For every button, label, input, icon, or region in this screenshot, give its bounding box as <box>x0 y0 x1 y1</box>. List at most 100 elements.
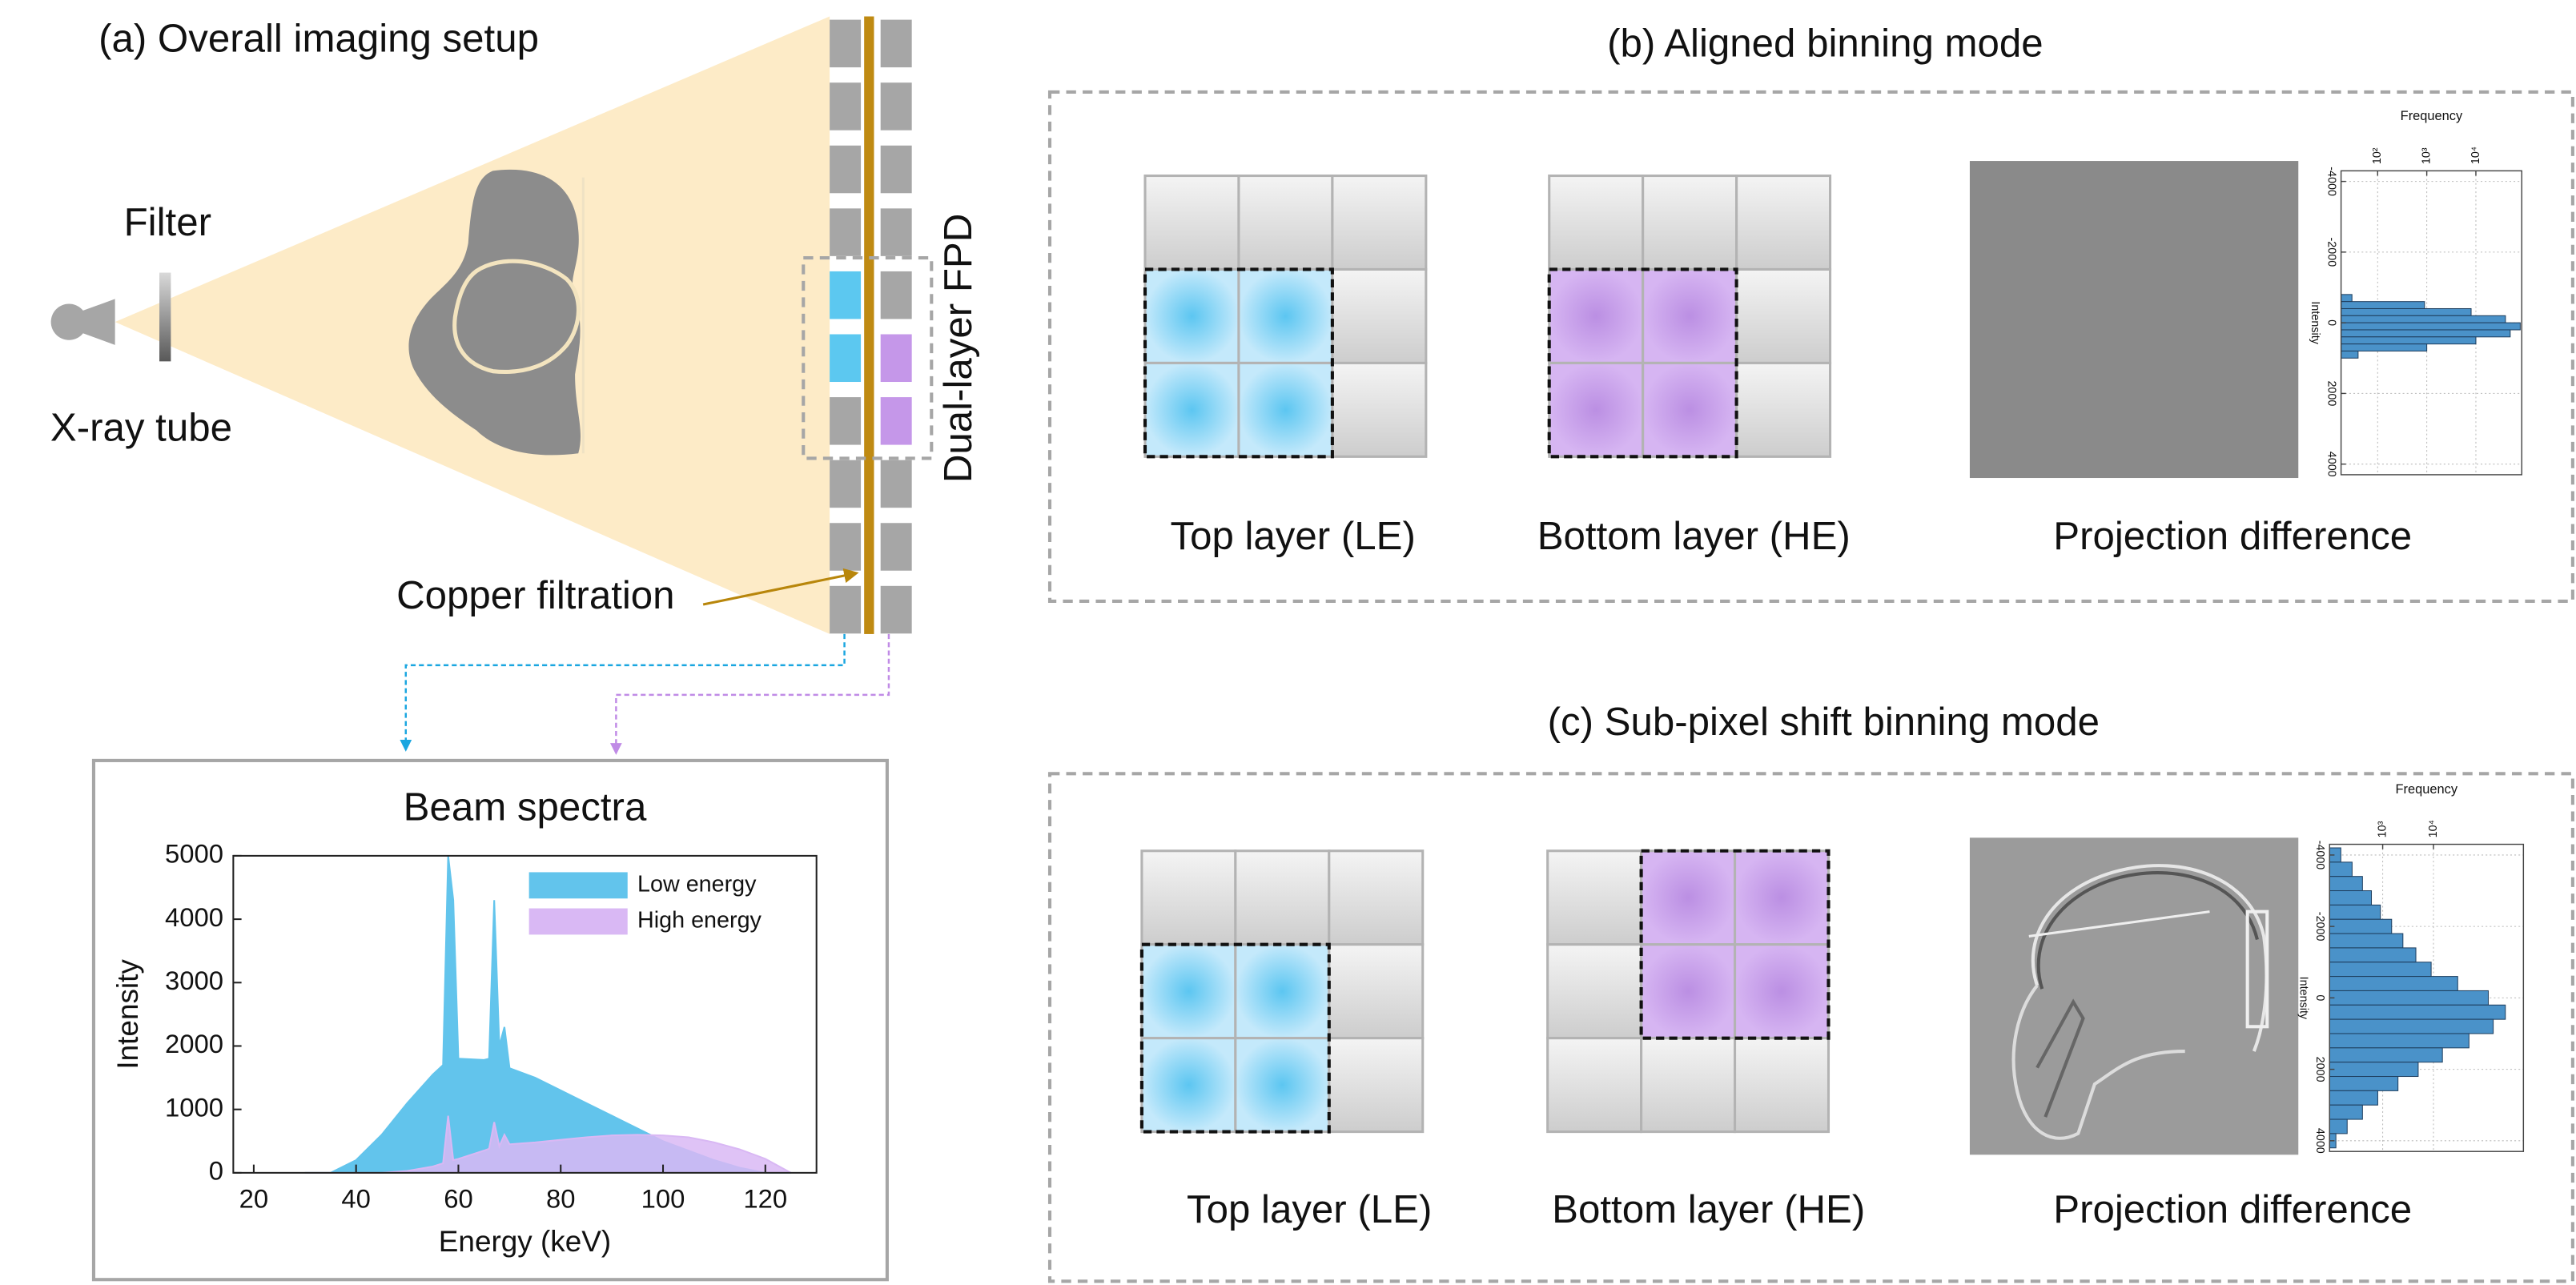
pixel <box>1234 943 1331 1040</box>
panel-title: (c) Sub-pixel shift binning mode <box>1548 700 2100 744</box>
histogram-bar <box>2329 918 2393 934</box>
pixel <box>1640 849 1737 946</box>
pixel <box>1734 943 1831 1040</box>
pixel <box>1640 943 1737 1040</box>
panel-c: (c) Sub-pixel shift binning mode Top lay… <box>1047 700 2574 1283</box>
binning-box <box>1547 267 1738 459</box>
pixel <box>1642 267 1738 364</box>
pixel <box>1546 943 1643 1040</box>
y-axis-label: Intensity <box>2309 301 2321 344</box>
histogram-bar <box>2329 990 2489 1006</box>
pixel <box>1548 361 1645 458</box>
histogram-bar <box>2329 1090 2378 1106</box>
x-tick-label: 10³ <box>2420 147 2433 164</box>
pixel <box>1331 361 1428 458</box>
y-tick-label: 4000 <box>2313 1128 2326 1154</box>
histogram-bar <box>2329 933 2404 949</box>
bottom-pixel <box>880 334 912 383</box>
x-tick-label: 20 <box>239 1183 269 1213</box>
bottom-pixel <box>880 145 912 194</box>
panel-frame <box>1047 772 2574 1283</box>
pixel <box>1140 1037 1237 1134</box>
top-pixel <box>830 271 862 319</box>
histogram-bar <box>2329 962 2432 978</box>
pixel <box>1143 174 1240 271</box>
histogram-bar <box>2341 294 2353 303</box>
low-energy-path <box>400 633 846 752</box>
histogram-bar <box>2329 890 2373 906</box>
panel-frame <box>1047 90 2574 603</box>
detector <box>830 19 912 634</box>
x-tick-label: 80 <box>546 1183 576 1213</box>
histogram-bar <box>2329 1076 2399 1091</box>
legend-swatch <box>528 908 628 935</box>
tube-label: X-ray tube <box>50 406 232 450</box>
binning-box <box>1639 849 1831 1040</box>
pixel <box>1328 849 1425 946</box>
pixel <box>1640 1037 1737 1134</box>
top-pixel <box>830 334 862 383</box>
copper-label: Copper filtration <box>396 573 674 617</box>
area-outline <box>304 1115 792 1174</box>
top-pixel <box>830 145 862 194</box>
x-tick-label: 10³ <box>2376 821 2389 837</box>
y-tick-label: -2000 <box>2325 238 2337 267</box>
x-tick-label: 60 <box>444 1183 473 1213</box>
filter-label: Filter <box>124 200 211 244</box>
legend-label: Low energy <box>637 871 757 897</box>
pixel <box>1328 1037 1425 1134</box>
pixel <box>1143 267 1240 364</box>
high-energy-path <box>609 633 890 755</box>
spectra-chart: Beam spectra 20 40 60 80 100 120 0 1000 2000 3000 4… <box>111 785 818 1258</box>
legend-swatch <box>528 872 628 899</box>
x-tick-label: 100 <box>641 1183 685 1213</box>
histogram-bar <box>2341 350 2359 359</box>
bottom-pixel <box>880 19 912 68</box>
pixel <box>1735 361 1832 458</box>
pixel-grid <box>1546 849 1831 1134</box>
histogram-bar <box>2341 315 2506 323</box>
x-tick-label: 120 <box>743 1183 787 1213</box>
x-tick-label: 10² <box>2371 147 2384 164</box>
bottom-pixel <box>880 397 912 445</box>
x-axis-label: Frequency <box>2401 109 2463 123</box>
detector-label: Dual-layer FPD <box>936 214 980 483</box>
skull-edges <box>2011 864 2269 1140</box>
x-tick-label: 10⁴ <box>2470 147 2482 164</box>
chart-title: Beam spectra <box>404 785 647 829</box>
histogram-bar <box>2329 1033 2470 1049</box>
binning-box <box>1139 942 1331 1134</box>
pixel <box>1234 1037 1331 1134</box>
pixel-grid <box>1143 174 1428 459</box>
histogram-bar <box>2341 307 2472 316</box>
top-pixel <box>830 397 862 445</box>
y-tick-label: 4000 <box>2325 452 2337 477</box>
bottom-pixel <box>880 271 912 319</box>
phantom-skull <box>452 259 581 374</box>
pixel <box>1735 174 1832 271</box>
histogram: 10² 10³ 10⁴ -4000 -2000 0 2000 4000 Frequency Int… <box>2309 109 2523 477</box>
copper-arrow <box>702 568 859 606</box>
y-tick-label: -2000 <box>2313 912 2326 942</box>
pixel <box>1735 267 1832 364</box>
y-tick-label: 1000 <box>165 1092 223 1122</box>
bottom-pixel <box>880 585 912 634</box>
histogram-bar <box>2329 1104 2363 1120</box>
spectra-frame <box>91 758 889 1282</box>
top-pixel <box>830 208 862 256</box>
pixel <box>1237 174 1334 271</box>
y-tick-label: 2000 <box>2313 1057 2326 1082</box>
pixel <box>1234 849 1331 946</box>
x-tick-label: 40 <box>341 1183 371 1213</box>
difference-label: Projection difference <box>2053 1187 2412 1231</box>
phantom <box>408 169 581 456</box>
y-tick-label: 3000 <box>165 966 223 995</box>
top-layer-label: Top layer (LE) <box>1170 514 1415 558</box>
tube-body <box>50 303 87 340</box>
difference-label: Projection difference <box>2053 514 2412 558</box>
histogram-bar <box>2329 861 2353 877</box>
pixel <box>1237 361 1334 458</box>
histogram: 10³ 10⁴ -4000 -2000 0 2000 4000 Frequency Intens… <box>2297 782 2525 1154</box>
